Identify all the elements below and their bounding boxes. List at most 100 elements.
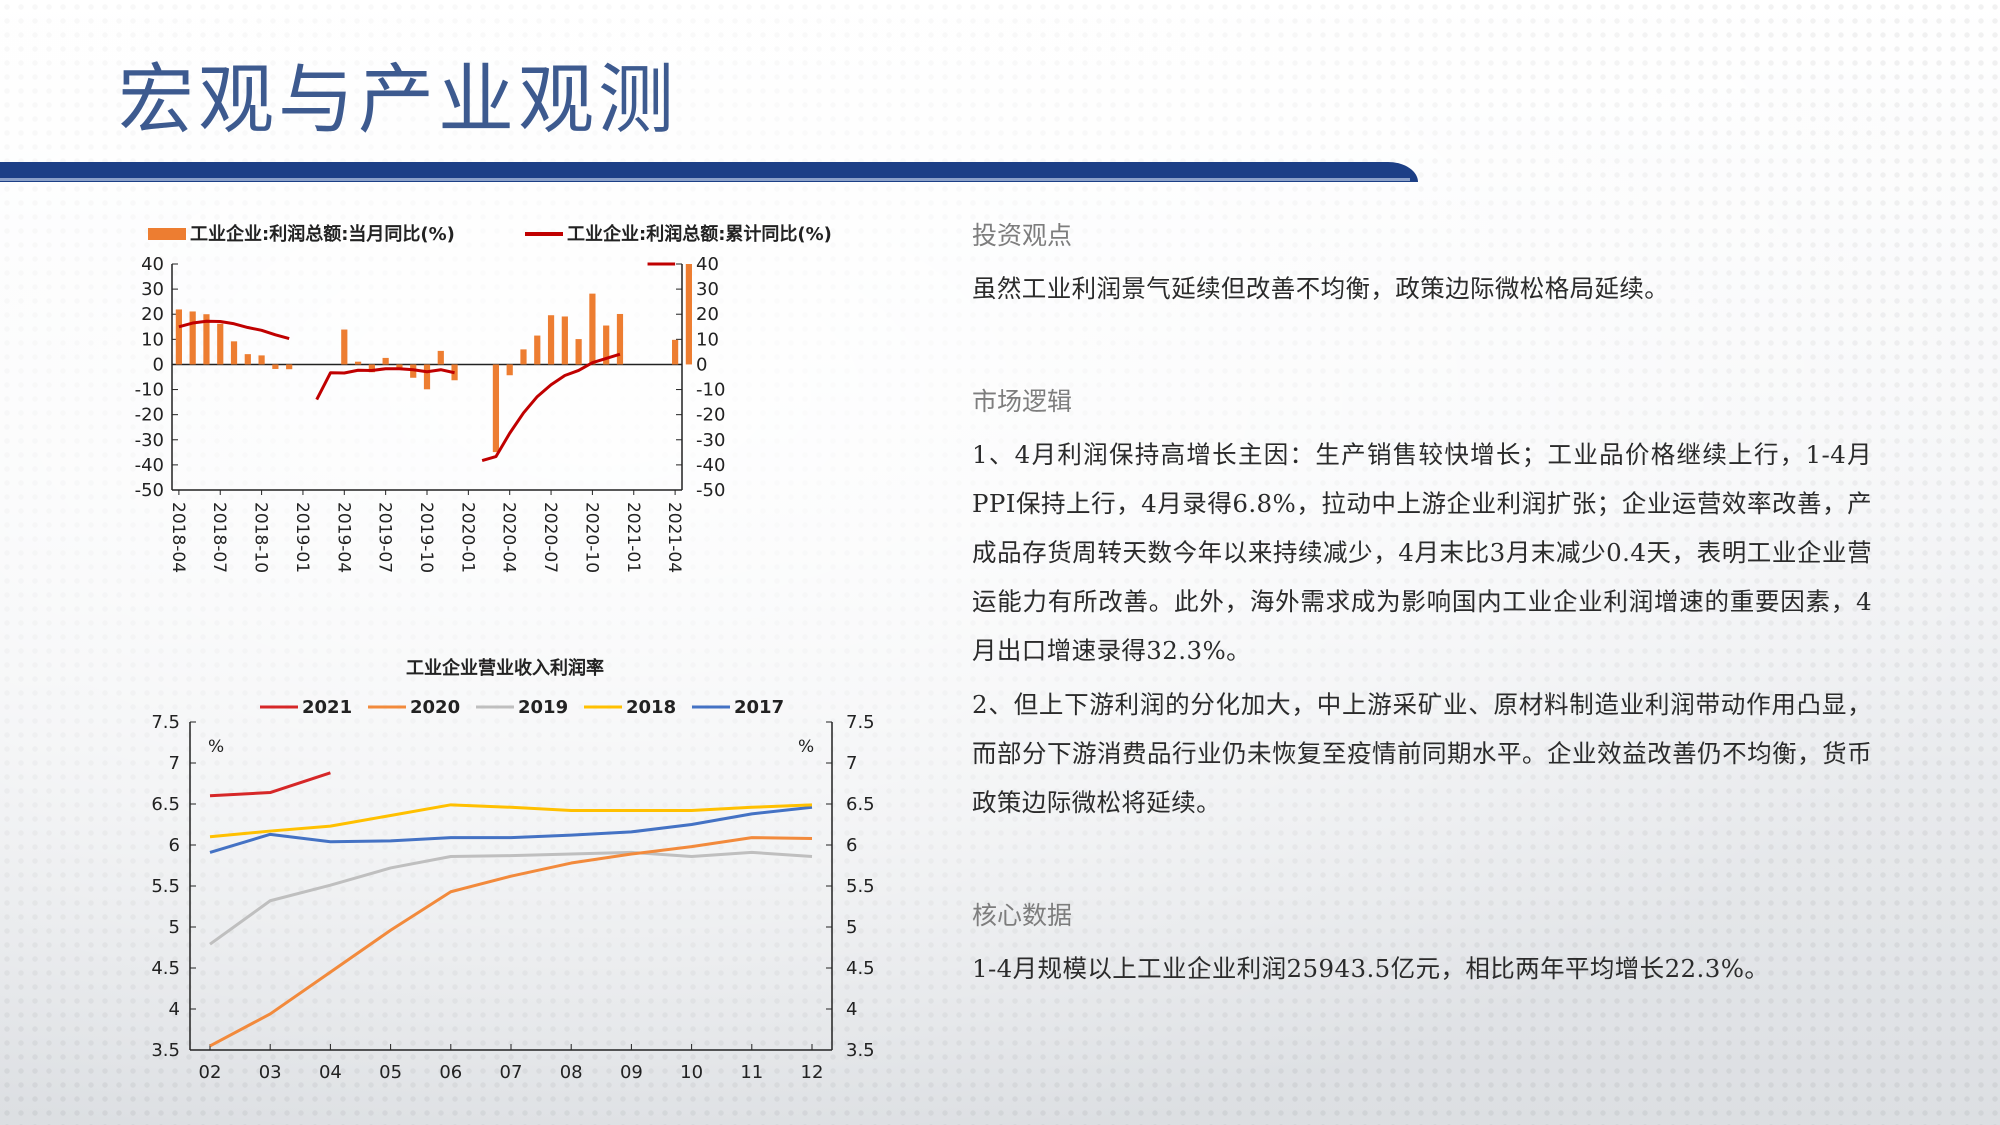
chart1-xtick-label: 2021-01 — [623, 502, 643, 573]
chart2-ytick-label-left: 5 — [169, 917, 180, 938]
chart1-bar — [341, 329, 348, 365]
chart2-legend-label: 2018 — [626, 697, 676, 718]
chart2-ytick-label-right: 7 — [846, 753, 857, 774]
chart2-xtick-label: 02 — [199, 1062, 222, 1083]
chart1-bar — [589, 293, 596, 365]
chart2-xtick-label: 08 — [560, 1062, 583, 1083]
chart1-ytick-label-right: 40 — [696, 254, 719, 275]
chart1-bar — [189, 311, 196, 365]
chart2-legend: 2021 2020 2019 2018 2017 — [260, 697, 784, 718]
header-bar-accent — [0, 178, 1410, 181]
chart1-bar — [354, 361, 362, 365]
chart1-ytick-label-left: 40 — [141, 254, 164, 275]
chart1-line — [178, 262, 676, 463]
chart1-xtick-label: 2019-04 — [333, 502, 353, 573]
chart2-ytick-label-left: 4 — [169, 999, 180, 1020]
chart1-cumulative-line — [178, 319, 290, 341]
chart1-ytick-label-right: 10 — [696, 329, 719, 350]
profit-yoy-chart: 工业企业:利润总额:当月同比(%) 工业企业:利润总额:累计同比(%) 40 40… — [135, 223, 832, 573]
chart1-xtick-label: 2018-07 — [209, 502, 229, 573]
chart2-ytick-label-left: 6.5 — [151, 794, 180, 815]
chart1-cumulative-line — [481, 352, 621, 463]
chart2-xtick-label: 04 — [319, 1062, 342, 1083]
chart1-bar — [616, 313, 624, 365]
chart1-xtick-label: 2019-07 — [375, 502, 395, 573]
chart1-bar — [230, 341, 238, 365]
chart2-ytick-label-right: 3.5 — [846, 1040, 875, 1061]
invest-view-heading: 投资观点 — [972, 221, 1073, 250]
chart2-xtick-label: 11 — [740, 1062, 763, 1083]
chart1-bar — [272, 364, 279, 369]
chart1-ytick-label-left: 30 — [141, 279, 164, 300]
chart1-ytick-label-left: 20 — [141, 304, 164, 325]
core-data-heading: 核心数据 — [972, 901, 1073, 930]
chart1-bar — [396, 364, 403, 370]
chart2-ytick-label-left: 7.5 — [151, 712, 180, 733]
chart1-xtick-label: 2020-01 — [457, 502, 477, 573]
chart1-bar — [520, 349, 527, 365]
chart1-xtick-label: 2018-10 — [251, 502, 271, 573]
chart1-xtick-label: 2019-01 — [292, 502, 312, 573]
chart2-legend-label: 2019 — [518, 697, 568, 718]
chart2-ytick-label-right: 4.5 — [846, 958, 875, 979]
header-bar — [0, 162, 1418, 182]
chart1-bar — [492, 364, 500, 453]
chart1-ytick-label-right: 20 — [696, 304, 719, 325]
legend-swatch-cumulative — [525, 232, 563, 236]
chart1-bar — [506, 364, 513, 376]
chart1-axes: 40 40 30 30 20 20 10 10 0 0 -10 -10 -20 -20 -30 -30 -40 -… — [135, 254, 726, 573]
chart1-bar — [217, 323, 224, 365]
chart1-bar — [423, 364, 431, 390]
chart2-ytick-label-right: 6 — [846, 835, 857, 856]
chart1-bar — [547, 315, 555, 365]
chart2-ytick-label-left: 7 — [169, 753, 180, 774]
chart2-xtick-label: 03 — [259, 1062, 282, 1083]
chart1-ytick-label-right: 30 — [696, 279, 719, 300]
chart1-legend: 工业企业:利润总额:当月同比(%) 工业企业:利润总额:累计同比(%) — [148, 223, 832, 245]
chart1-bar — [175, 309, 182, 365]
chart2-ytick-label-left: 6 — [169, 835, 180, 856]
chart1-ytick-label-right: -30 — [696, 430, 725, 451]
chart1-ytick-label-left: 10 — [141, 329, 164, 350]
chart1-ytick-label-left: -50 — [135, 480, 164, 501]
chart2-unit-label-left: % — [208, 737, 224, 757]
chart1-ytick-label-left: -40 — [135, 455, 164, 476]
chart2-legend-label: 2020 — [410, 697, 460, 718]
chart1-xtick-label: 2020-07 — [540, 502, 560, 573]
chart1-bar — [286, 364, 293, 370]
chart2-ytick-label-left: 5.5 — [151, 876, 180, 897]
chart2-xtick-label: 12 — [801, 1062, 824, 1083]
legend-label-cumulative: 工业企业:利润总额:累计同比(%) — [567, 223, 832, 245]
chart1-bar — [575, 339, 582, 365]
chart1-xtick-label: 2020-10 — [581, 502, 601, 573]
page-title: 宏观与产业观测 — [118, 55, 678, 144]
chart1-ytick-label-left: 0 — [153, 354, 164, 375]
chart1-xtick-label: 2020-04 — [499, 502, 519, 573]
chart2-xtick-label: 07 — [500, 1062, 523, 1083]
chart1-bar — [382, 357, 389, 365]
chart1-bar — [672, 339, 679, 365]
chart1-ytick-label-right: -20 — [696, 405, 725, 426]
chart1-bar — [561, 316, 568, 365]
chart2-ytick-label-right: 7.5 — [846, 712, 875, 733]
chart2-axes: 7.5 7.5 7 7 6.5 6.5 6 6 5.5 5.5 5 5 4.5 4.5 4 4 3.5 3.5%%… — [151, 712, 874, 1083]
chart1-bar — [368, 364, 375, 373]
chart2-lines — [209, 771, 813, 1048]
chart2-xtick-label: 06 — [439, 1062, 462, 1083]
chart2-xtick-label: 05 — [379, 1062, 402, 1083]
chart2-ytick-label-right: 5 — [846, 917, 857, 938]
chart1-ytick-label-right: -40 — [696, 455, 725, 476]
core-data-text: 1-4月规模以上工业企业利润25943.5亿元，相比两年平均增长22.3%。 — [972, 954, 1770, 983]
chart1-bar — [685, 264, 692, 365]
chart1-bar — [258, 355, 265, 365]
chart2-ytick-label-right: 5.5 — [846, 876, 875, 897]
chart1-bar — [534, 335, 541, 365]
market-logic-para-1: 1、4月利润保持高增长主因：生产销售较快增长；工业品价格继续上行，1-4月PPI… — [972, 440, 1872, 665]
chart1-xtick-label: 2021-04 — [664, 502, 684, 573]
chart2-ytick-label-right: 6.5 — [846, 794, 875, 815]
chart2-series-line-2020 — [209, 836, 813, 1048]
chart1-xtick-label: 2018-04 — [168, 502, 188, 573]
market-logic-para-2: 2、但上下游利润的分化加大，中上游采矿业、原材料制造业利润带动作用凸显，而部分下… — [972, 690, 1872, 817]
chart1-ytick-label-left: -30 — [135, 430, 164, 451]
chart1-ytick-label-right: 0 — [696, 354, 707, 375]
